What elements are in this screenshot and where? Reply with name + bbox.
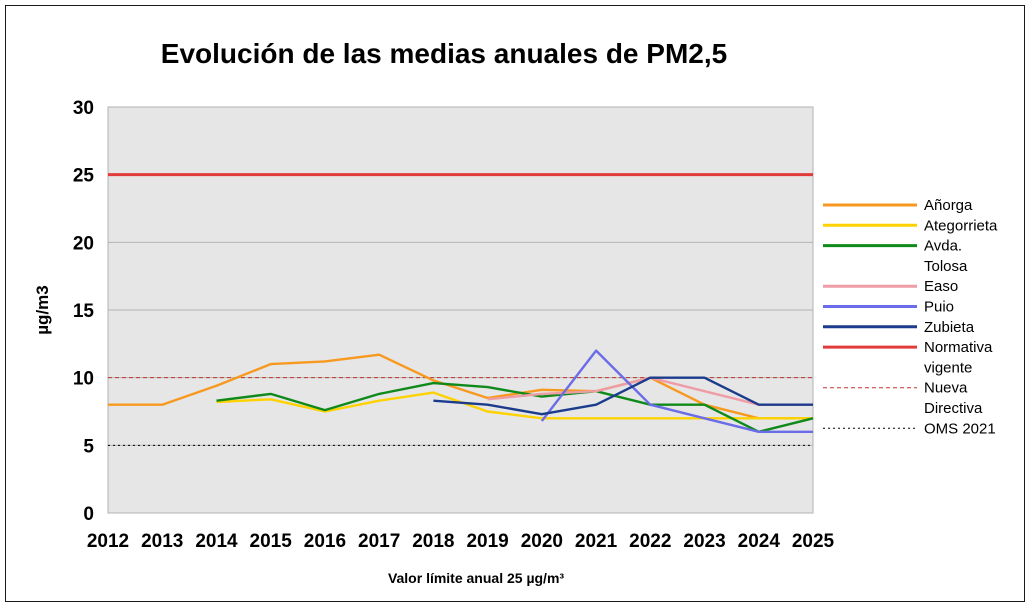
- chart-frame: Evolución de las medias anuales de PM2,5…: [5, 5, 1025, 602]
- chart-title: Evolución de las medias anuales de PM2,5: [161, 38, 727, 69]
- legend-label: Normativa vigente: [924, 339, 993, 376]
- x-tick-label: 2015: [250, 531, 293, 552]
- x-tick-label: 2013: [141, 531, 183, 552]
- data-series: [108, 349, 814, 433]
- x-axis-label: Valor límite anual 25 µg/m³: [388, 570, 564, 586]
- y-tick-label: 5: [83, 436, 94, 457]
- legend-label: Nueva Directiva: [924, 380, 983, 417]
- x-tick-label: 2024: [738, 531, 781, 552]
- legend-label: Añorga: [924, 197, 973, 214]
- y-tick-label: 10: [73, 369, 94, 390]
- series-line: [433, 376, 813, 416]
- x-tick-label: 2012: [87, 531, 129, 552]
- legend-label: Zubieta: [924, 319, 975, 336]
- series-line: [108, 353, 813, 420]
- x-tick-label: 2020: [521, 531, 563, 552]
- x-tick-label: 2018: [412, 531, 454, 552]
- y-tick-label: 15: [73, 301, 95, 322]
- y-tick-label: 20: [73, 233, 94, 254]
- y-tick-label: 30: [73, 98, 94, 119]
- legend-label: Avda. Tolosa: [924, 238, 968, 275]
- x-tick-label: 2023: [683, 531, 725, 552]
- x-tick-label: 2017: [358, 531, 400, 552]
- y-tick-label: 25: [73, 166, 95, 187]
- line-chart: Evolución de las medias anuales de PM2,5…: [33, 38, 998, 586]
- series-line: [216, 381, 814, 433]
- series-line: [540, 349, 813, 433]
- legend-label: Puio: [924, 299, 954, 316]
- x-tick-label: 2016: [304, 531, 346, 552]
- legend-label: Ategorrieta: [924, 217, 998, 234]
- x-tick-label: 2014: [195, 531, 238, 552]
- y-axis-ticks: 0 5 10 15 20 25 30: [73, 98, 95, 525]
- legend-label: OMS 2021: [924, 420, 996, 437]
- legend: Añorga Ategorrieta Avda. Tolosa Easo Puio Zubi…: [823, 197, 998, 437]
- x-tick-label: 2022: [629, 531, 671, 552]
- y-axis-label: µg/m3: [33, 285, 52, 334]
- legend-label: Easo: [924, 278, 958, 295]
- x-axis-ticks: 2012 2013 2014 2015 2016 2017 2018 2019 2020 2021…: [87, 531, 835, 552]
- series-line: [216, 391, 813, 420]
- x-tick-label: 2025: [792, 531, 835, 552]
- reference-lines: [108, 173, 813, 446]
- x-tick-label: 2019: [466, 531, 508, 552]
- x-tick-label: 2021: [575, 531, 618, 552]
- y-tick-label: 0: [83, 504, 94, 525]
